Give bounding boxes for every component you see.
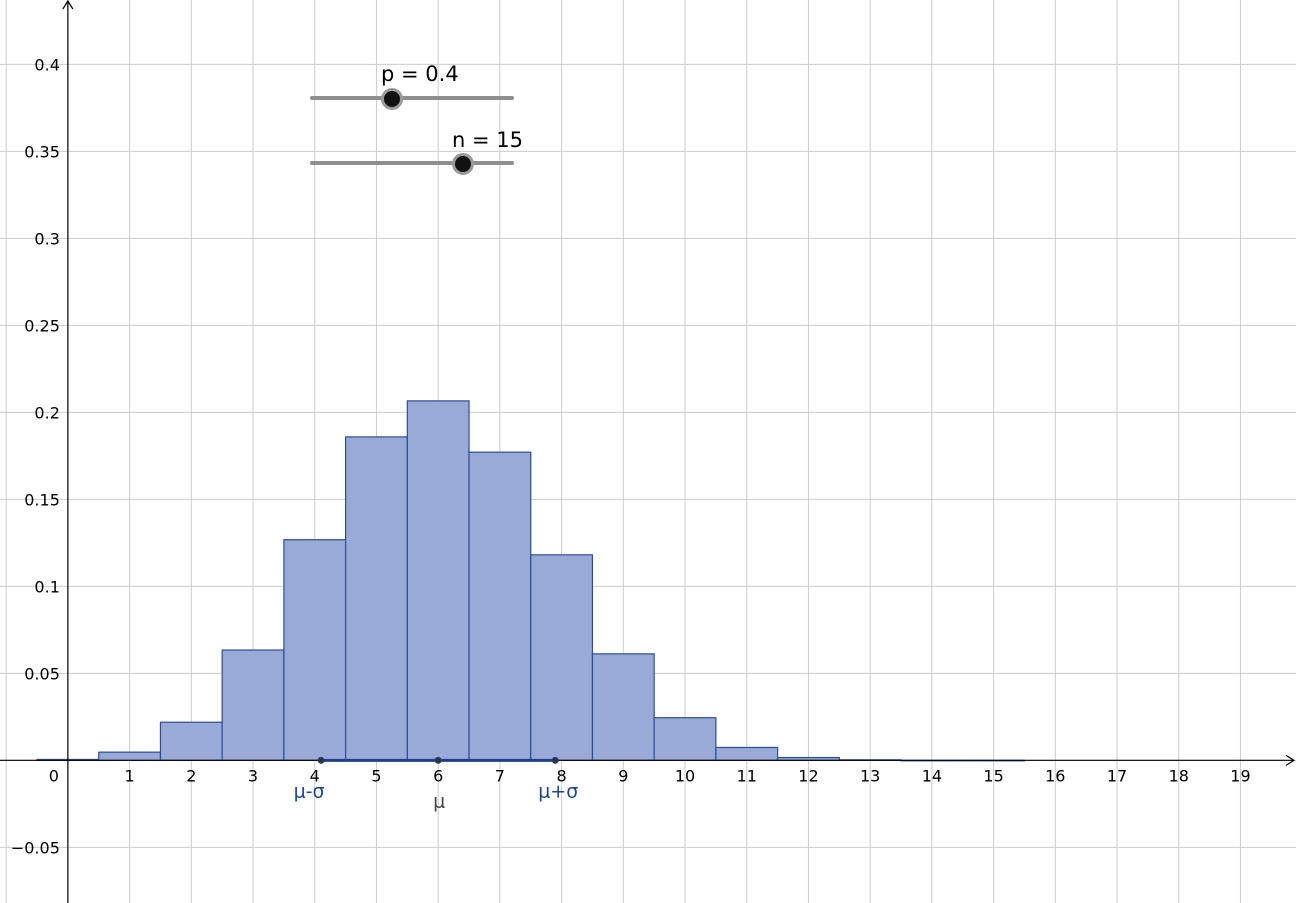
mu-minus-sigma-label: μ-σ xyxy=(294,780,325,802)
y-tick-label: 0.25 xyxy=(24,316,60,335)
y-tick-label: 0.1 xyxy=(34,577,59,596)
x-tick-label: 3 xyxy=(248,766,258,785)
mu-point xyxy=(434,756,442,764)
mean-sigma-interval: μ-σ μ μ+σ xyxy=(294,756,578,812)
y-tick-label: 0.05 xyxy=(24,664,60,683)
histogram-bars xyxy=(36,400,1026,762)
x-tick-label: 2 xyxy=(186,766,196,785)
histogram-bar xyxy=(283,539,347,761)
tick-labels: 0 1 2 3 4 5 6 7 8 9 10 11 12 13 14 15 16 17 18 19−0.050.050… xyxy=(11,55,1251,857)
x-tick-label: 7 xyxy=(495,766,505,785)
x-tick-label: 8 xyxy=(557,766,567,785)
histogram-bar xyxy=(530,554,594,761)
y-axis-arrow xyxy=(62,0,74,10)
y-tick-label: 0.2 xyxy=(34,403,59,422)
slider-p-label: p = 0.4 xyxy=(381,62,459,86)
histogram-bar xyxy=(159,721,223,761)
slider-p-handle[interactable] xyxy=(380,88,403,110)
histogram-bar xyxy=(468,451,532,761)
mu-plus-sigma-label: μ+σ xyxy=(538,780,578,802)
mu-plus-sigma-point xyxy=(551,756,559,764)
histogram-bar xyxy=(715,746,779,761)
y-tick-label: 0.35 xyxy=(24,142,60,161)
x-tick-label: 13 xyxy=(860,766,880,785)
x-tick-label: 12 xyxy=(798,766,818,785)
x-tick-label: 4 xyxy=(310,766,320,785)
slider-n-label: n = 15 xyxy=(452,128,523,152)
x-tick-label: 19 xyxy=(1230,766,1250,785)
y-tick-label: 0.15 xyxy=(24,490,60,509)
x-tick-label: 17 xyxy=(1107,766,1127,785)
slider-n-handle[interactable] xyxy=(452,153,474,175)
mu-label: μ xyxy=(433,790,445,812)
histogram-bar xyxy=(345,436,408,761)
y-tick-label: 0.3 xyxy=(34,229,59,248)
histogram-bar xyxy=(653,717,717,761)
y-tick-label: 0.4 xyxy=(34,55,59,74)
x-tick-label: 6 xyxy=(433,766,443,785)
x-tick-label: 15 xyxy=(983,766,1003,785)
histogram-bar xyxy=(221,649,285,761)
x-tick-label: 16 xyxy=(1045,766,1065,785)
mu-minus-sigma-point xyxy=(317,756,325,764)
x-axis-arrow xyxy=(1285,754,1296,766)
x-tick-label: 11 xyxy=(737,766,757,785)
x-tick-label: 1 xyxy=(125,766,135,785)
x-tick-label: 14 xyxy=(922,766,942,785)
slider-p-track[interactable] xyxy=(310,96,514,100)
slider-n-track[interactable] xyxy=(310,161,514,165)
x-tick-label: 0 xyxy=(49,766,59,785)
histogram-bar xyxy=(98,751,162,761)
y-tick-label: −0.05 xyxy=(11,838,60,857)
x-tick-label: 5 xyxy=(371,766,381,785)
x-tick-label: 9 xyxy=(618,766,628,785)
x-tick-label: 10 xyxy=(675,766,695,785)
histogram-bar xyxy=(406,400,470,761)
histogram-bar xyxy=(591,653,655,761)
x-tick-label: 18 xyxy=(1169,766,1189,785)
